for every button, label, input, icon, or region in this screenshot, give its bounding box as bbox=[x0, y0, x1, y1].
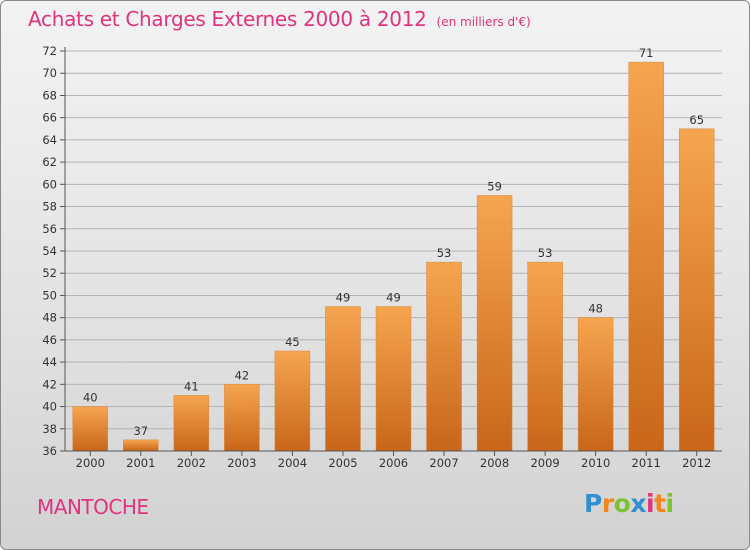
y-tick-label: 70 bbox=[42, 66, 57, 80]
y-tick-label: 56 bbox=[42, 222, 57, 236]
x-tick-label: 2001 bbox=[126, 456, 155, 470]
logo-letter: r bbox=[601, 489, 614, 518]
y-tick-label: 52 bbox=[42, 266, 57, 280]
logo-letter: i bbox=[665, 489, 675, 518]
bar bbox=[224, 384, 260, 452]
x-tick-label: 2006 bbox=[379, 456, 408, 470]
data-label: 48 bbox=[588, 302, 603, 316]
data-label: 59 bbox=[487, 179, 502, 193]
bar bbox=[123, 439, 159, 452]
y-tick-label: 58 bbox=[42, 200, 57, 214]
y-tick-label: 50 bbox=[42, 288, 57, 302]
y-tick-label: 44 bbox=[42, 355, 57, 369]
data-label: 37 bbox=[133, 424, 148, 438]
data-label: 49 bbox=[386, 291, 401, 305]
bar bbox=[476, 195, 513, 452]
x-tick-label: 2005 bbox=[328, 456, 357, 470]
x-tick-label: 2003 bbox=[227, 456, 256, 470]
x-tick-label: 2010 bbox=[581, 456, 610, 470]
data-label: 71 bbox=[639, 46, 654, 60]
chart-title: Achats et Charges Externes 2000 à 2012 bbox=[28, 7, 427, 31]
bar bbox=[678, 128, 715, 452]
bar bbox=[375, 306, 412, 452]
logo-letter: t bbox=[654, 489, 666, 518]
data-label: 53 bbox=[437, 246, 452, 260]
y-tick-label: 40 bbox=[42, 400, 57, 414]
y-tick-label: 62 bbox=[42, 155, 57, 169]
y-tick-label: 66 bbox=[42, 111, 57, 125]
logo-letter: P bbox=[584, 489, 602, 518]
bar bbox=[426, 261, 462, 452]
x-tick-label: 2008 bbox=[480, 456, 509, 470]
x-tick-label: 2012 bbox=[682, 456, 711, 470]
data-label: 53 bbox=[538, 246, 553, 260]
bar bbox=[72, 406, 109, 452]
data-label: 42 bbox=[235, 368, 250, 382]
chart-unit-label: (en milliers d'€) bbox=[436, 15, 531, 29]
x-tick-label: 2011 bbox=[632, 456, 661, 470]
logo-letter: i bbox=[646, 489, 655, 518]
y-tick-label: 68 bbox=[42, 88, 57, 102]
bar bbox=[325, 306, 361, 452]
chart-title-row: Achats et Charges Externes 2000 à 2012 (e… bbox=[28, 7, 531, 31]
y-tick-label: 38 bbox=[42, 422, 57, 436]
data-label: 49 bbox=[336, 291, 351, 305]
data-label: 40 bbox=[83, 391, 98, 405]
y-tick-label: 60 bbox=[42, 177, 57, 191]
y-tick-label: 64 bbox=[42, 133, 57, 147]
x-tick-label: 2002 bbox=[177, 456, 206, 470]
bar bbox=[577, 317, 614, 452]
y-tick-label: 42 bbox=[42, 377, 57, 391]
bar bbox=[274, 350, 311, 452]
bar bbox=[173, 395, 210, 452]
bar bbox=[628, 61, 664, 452]
logo-letter: o bbox=[613, 489, 631, 518]
data-label: 41 bbox=[184, 379, 199, 393]
y-tick-label: 54 bbox=[42, 244, 57, 258]
y-tick-label: 48 bbox=[42, 311, 57, 325]
y-tick-label: 72 bbox=[42, 44, 57, 58]
x-tick-label: 2009 bbox=[530, 456, 559, 470]
y-tick-label: 46 bbox=[42, 333, 57, 347]
data-label: 45 bbox=[285, 335, 300, 349]
logo-letter: x bbox=[630, 489, 646, 518]
city-name: MANTOCHE bbox=[37, 495, 149, 519]
x-tick-label: 2004 bbox=[278, 456, 307, 470]
x-tick-label: 2000 bbox=[76, 456, 105, 470]
bar bbox=[527, 261, 563, 452]
proxiti-logo: Proxiti bbox=[584, 489, 674, 518]
x-tick-label: 2007 bbox=[429, 456, 458, 470]
data-label: 65 bbox=[689, 113, 704, 127]
y-tick-label: 36 bbox=[42, 444, 57, 458]
